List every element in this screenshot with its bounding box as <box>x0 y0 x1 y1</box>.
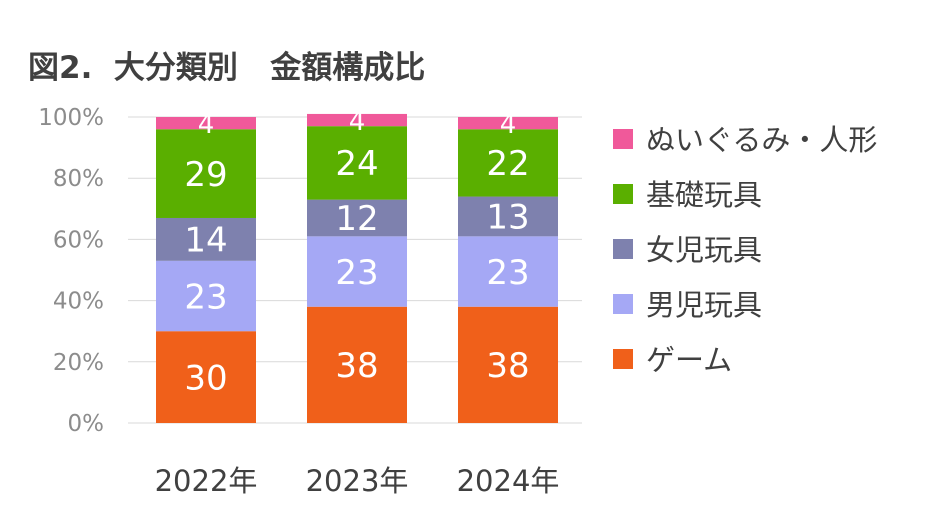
bar-segment <box>458 129 558 197</box>
bar-segment <box>458 117 558 130</box>
x-tick-label: 2024年 <box>457 464 560 498</box>
x-tick-label: 2023年 <box>306 464 409 498</box>
data-label: 38 <box>335 346 378 386</box>
bar-segment <box>307 199 407 237</box>
data-label: 14 <box>184 221 227 261</box>
y-tick-label: 20% <box>53 350 104 376</box>
data-label: 4 <box>500 110 517 140</box>
bar-segment <box>458 236 558 307</box>
legend-label: ぬいぐるみ・人形 <box>646 123 877 157</box>
bar-segment <box>156 331 256 423</box>
data-label: 23 <box>184 277 227 317</box>
legend-label: 女児玩具 <box>646 233 762 267</box>
y-tick-label: 60% <box>53 227 104 253</box>
y-tick-label: 100% <box>38 105 104 131</box>
bar-segment <box>307 236 407 307</box>
x-tick-label: 2022年 <box>155 464 258 498</box>
y-tick-label: 80% <box>53 166 104 192</box>
legend-swatch <box>613 184 633 204</box>
legend-swatch <box>613 349 633 369</box>
bar-segment <box>307 306 407 423</box>
legend-label: 男児玩具 <box>646 288 762 322</box>
legend-swatch <box>613 239 633 259</box>
y-axis: 0% 20% 40% 60% 80% 100% <box>38 105 104 437</box>
bar-segment <box>307 126 407 200</box>
data-label: 29 <box>184 155 227 195</box>
legend-label: ゲーム <box>646 343 732 377</box>
data-label: 38 <box>486 346 529 386</box>
data-label: 4 <box>198 110 215 140</box>
data-label: 23 <box>486 253 529 293</box>
y-tick-label: 40% <box>53 289 104 315</box>
bar-segment <box>156 129 256 218</box>
legend-swatch <box>613 294 633 314</box>
bar-segment <box>307 113 407 127</box>
data-label: 30 <box>184 358 227 398</box>
data-label: 24 <box>335 144 378 184</box>
bar-segment <box>458 306 558 423</box>
legend-swatch <box>613 129 633 149</box>
y-tick-label: 0% <box>68 411 105 437</box>
data-label: 22 <box>486 144 529 184</box>
bar-segment <box>458 196 558 237</box>
chart-title: 図2. 大分類別 金額構成比 <box>28 50 425 86</box>
bar-segment <box>156 117 256 130</box>
legend-label: 基礎玩具 <box>646 178 762 212</box>
data-label: 23 <box>335 253 378 293</box>
x-axis: 2022年 2023年 2024年 <box>155 464 560 498</box>
data-label: 4 <box>349 107 366 137</box>
data-label: 12 <box>335 199 378 239</box>
bar-segment <box>156 260 256 332</box>
data-label: 13 <box>486 198 529 238</box>
bars: 30 23 14 29 4 38 23 12 24 4 38 23 13 22 4 <box>156 107 558 423</box>
bar-segment <box>156 217 256 261</box>
